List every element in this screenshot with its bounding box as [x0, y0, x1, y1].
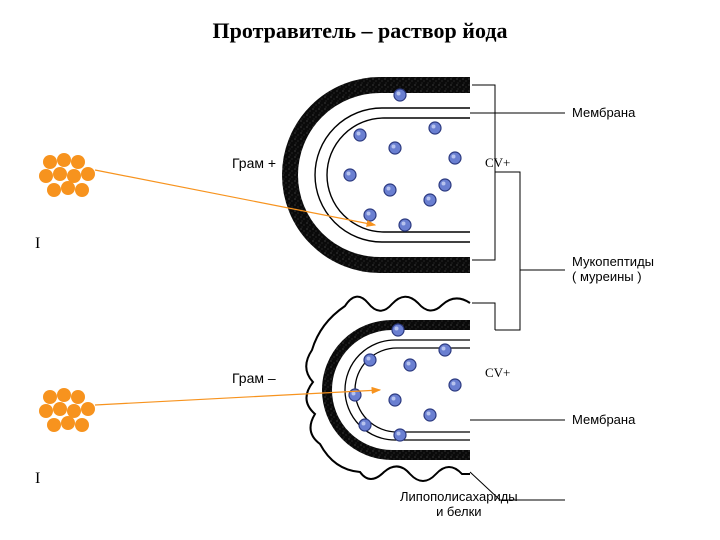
membrane-top-label: Мембрана: [572, 105, 635, 120]
mucopeptides-label: Мукопептиды ( муреины ): [572, 255, 654, 285]
iodine-cluster-top: [39, 153, 95, 197]
iodine-cluster-bottom: [39, 388, 95, 432]
callouts: [470, 85, 565, 500]
gram-plus-label: Грам +: [232, 155, 276, 171]
cv-dots-gram-minus: [349, 324, 461, 441]
gram-minus-label: Грам –: [232, 370, 276, 386]
cv-plus-bottom-label: CV+: [485, 365, 510, 381]
iodine-bottom-label: I: [35, 470, 40, 488]
iodine-top-label: I: [35, 235, 40, 253]
cv-plus-top-label: CV+: [485, 155, 510, 171]
lps-label: Липополисахариды и белки: [400, 490, 518, 520]
gram-plus-cell: [290, 85, 470, 265]
gram-minus-cell: [306, 297, 470, 481]
membrane-bottom-label: Мембрана: [572, 412, 635, 427]
